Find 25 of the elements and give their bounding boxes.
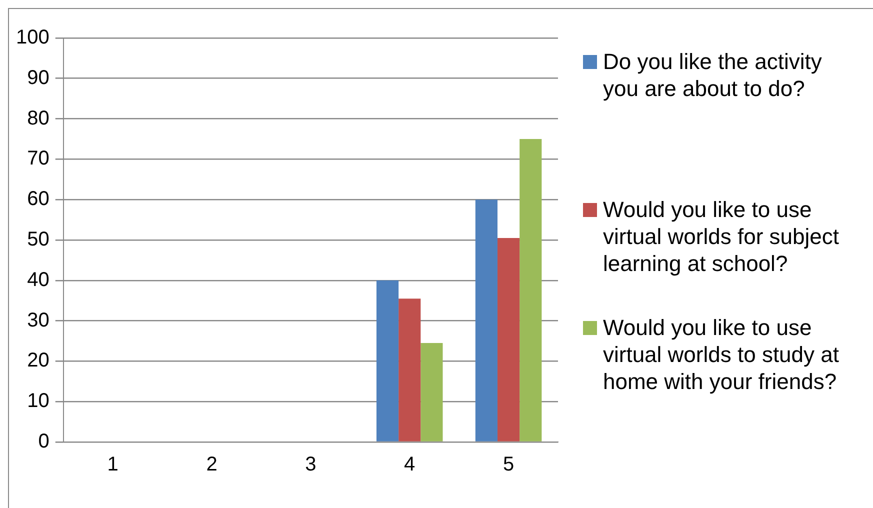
x-tick-label: 3 (305, 454, 316, 476)
x-tick-label: 1 (107, 454, 118, 476)
bar (376, 280, 399, 442)
y-tick-label: 70 (27, 148, 50, 170)
y-tick-label: 60 (27, 188, 50, 210)
legend-label: Would you like to use virtual worlds for subject learning at school? (603, 196, 840, 277)
x-tick-label: 4 (404, 454, 416, 476)
y-tick-label: 40 (27, 268, 50, 291)
bar (520, 139, 542, 442)
legend-label: Do you like the activity you are about to do? (603, 48, 823, 102)
y-tick-label: 10 (27, 390, 50, 412)
y-tick-label: 0 (38, 430, 50, 453)
x-tick-label: 2 (206, 454, 218, 476)
y-tick-label: 50 (27, 228, 50, 251)
y-tick-label: 80 (27, 107, 50, 130)
x-tick-label: 5 (502, 454, 514, 476)
bar (475, 200, 498, 442)
y-tick-label: 100 (16, 26, 50, 49)
legend-label: Would you like to use virtual worlds to study at home with your friends? (603, 314, 840, 395)
y-tick-label: 30 (27, 309, 50, 332)
bar (420, 343, 443, 442)
bar (497, 238, 520, 442)
y-tick-label: 90 (27, 66, 50, 89)
bar (398, 298, 421, 442)
y-tick-label: 20 (27, 350, 50, 372)
